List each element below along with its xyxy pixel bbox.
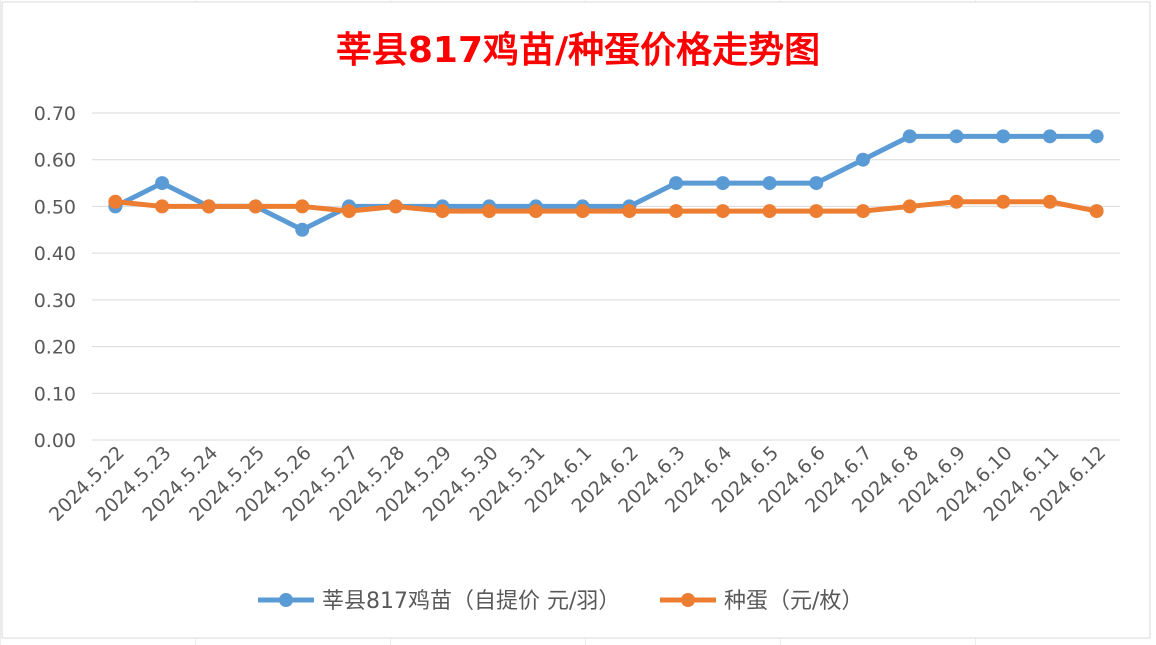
data-point-series-1: [155, 176, 170, 191]
data-point-series-2: [762, 204, 777, 219]
data-point-series-1: [1042, 129, 1057, 144]
data-point-series-1: [809, 176, 824, 191]
legend: 莘县817鸡苗（自提价 元/羽） 种蛋（元/枚）: [258, 589, 863, 614]
data-point-series-1: [949, 129, 964, 144]
y-tick-label: 0.60: [34, 150, 76, 172]
legend-marker: [681, 593, 695, 607]
y-axis-tick-labels: 0.00 0.10 0.20 0.30 0.40 0.50 0.60 0.70: [34, 103, 76, 452]
data-point-series-2: [201, 199, 216, 214]
data-point-series-2: [669, 204, 684, 219]
data-point-series-2: [949, 194, 964, 209]
y-tick-label: 0.00: [34, 430, 76, 452]
data-point-series-2: [1042, 194, 1057, 209]
data-point-series-2: [528, 204, 543, 219]
data-point-series-2: [155, 199, 170, 214]
data-point-series-2: [108, 194, 123, 209]
data-point-series-1: [902, 129, 917, 144]
data-point-series-2: [622, 204, 637, 219]
data-point-series-1: [715, 176, 730, 191]
y-tick-label: 0.50: [34, 196, 76, 218]
series-line-1: [112, 133, 1100, 233]
legend-marker: [279, 593, 293, 607]
y-tick-label: 0.30: [34, 290, 76, 312]
data-point-series-2: [295, 199, 310, 214]
data-point-series-2: [575, 204, 590, 219]
data-point-series-2: [902, 199, 917, 214]
data-point-series-2: [809, 204, 824, 219]
y-tick-label: 0.20: [34, 337, 76, 359]
series-line-2: [112, 199, 1100, 214]
chart-title: 莘县817鸡苗/种蛋价格走势图: [336, 30, 820, 71]
data-point-series-1: [295, 222, 310, 237]
data-point-series-2: [388, 199, 403, 214]
y-tick-label: 0.40: [34, 243, 76, 265]
data-point-series-2: [342, 204, 356, 219]
data-point-series-1: [669, 176, 684, 191]
y-tick-label: 0.70: [34, 103, 76, 125]
y-tick-label: 0.10: [34, 383, 76, 405]
data-point-series-2: [435, 204, 450, 219]
data-point-series-2: [1089, 204, 1104, 219]
data-point-series-2: [482, 204, 497, 219]
legend-label: 莘县817鸡苗（自提价 元/羽）: [322, 589, 620, 614]
legend-label: 种蛋（元/枚）: [724, 589, 863, 614]
series-points: [108, 129, 1104, 237]
series-lines: [112, 133, 1100, 233]
data-point-series-1: [996, 129, 1011, 144]
data-point-series-2: [996, 194, 1011, 209]
data-point-series-2: [715, 204, 730, 219]
data-point-series-2: [856, 204, 870, 219]
data-point-series-1: [1089, 129, 1104, 144]
data-point-series-1: [762, 176, 777, 191]
data-point-series-1: [856, 152, 870, 167]
data-point-series-2: [248, 199, 263, 214]
